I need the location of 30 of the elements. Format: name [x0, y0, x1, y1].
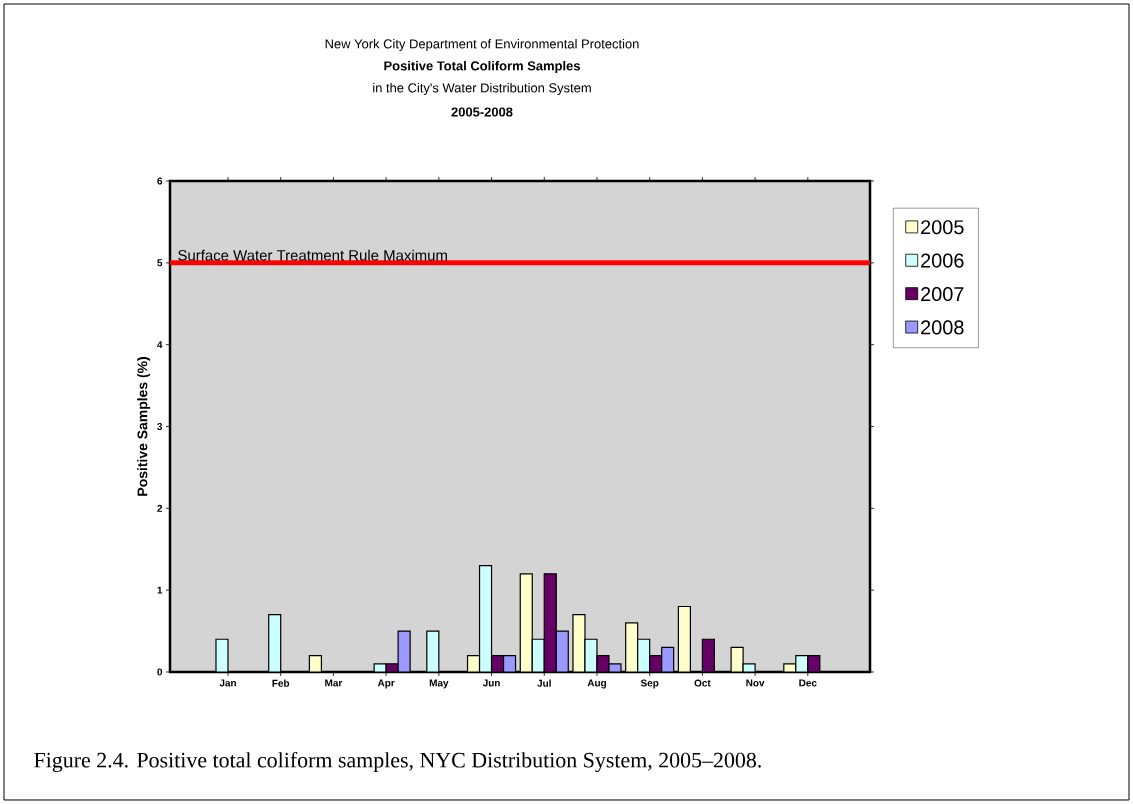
y-tick-label: 0 — [157, 668, 163, 676]
y-tick-label: 5 — [157, 259, 163, 267]
x-tick-label: Jan — [219, 679, 236, 687]
y-axis-title: Positive Samples (%) — [137, 357, 151, 496]
ref-line-label: Surface Water Treatment Rule Maximum — [178, 249, 447, 261]
legend-label: 2006 — [921, 253, 964, 268]
y-tick-label: 3 — [157, 422, 163, 431]
y-tick-label: 2 — [157, 504, 163, 512]
x-tick-label: Mar — [325, 679, 343, 687]
x-tick-label: Jul — [537, 679, 551, 687]
y-tick-label: 4 — [157, 341, 163, 349]
text: 2005-2008 — [451, 107, 513, 117]
x-tick-label: Apr — [377, 679, 395, 689]
x-tick-label: Oct — [694, 679, 711, 687]
chart-subtitle: in the City's Water Distribution System — [373, 82, 591, 96]
x-tick-label: May — [429, 679, 449, 689]
chart-title: Positive Total Coliform Samples — [384, 60, 580, 74]
x-tick-label: Dec — [799, 679, 817, 687]
caption: Figure 2.4. Positive total coliform samples, NYC Distribution System, 2005–2008. — [34, 751, 761, 773]
text: New York City Department of Environmental Protection — [325, 38, 639, 52]
legend-label: 2008 — [921, 320, 964, 335]
legend-label: 2007 — [921, 286, 964, 302]
x-tick-label: Jun — [482, 679, 500, 687]
x-tick-label: Aug — [587, 679, 606, 689]
y-tick-label: 6 — [157, 177, 163, 185]
legend-label: 2005 — [921, 220, 964, 235]
x-tick-label: Sep — [640, 679, 659, 689]
x-tick-label: Nov — [746, 679, 765, 687]
y-tick-label: 1 — [157, 586, 163, 594]
x-tick-label: Feb — [272, 679, 290, 687]
